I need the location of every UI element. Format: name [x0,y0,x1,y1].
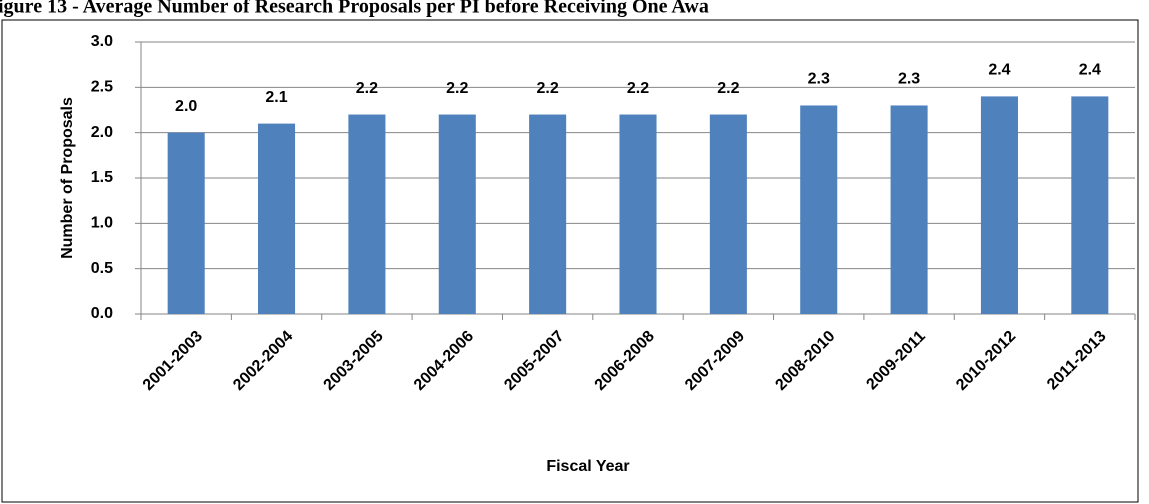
y-tick-label: 1.0 [91,215,113,232]
y-tick-label: 2.0 [91,124,113,141]
chart-title: igure 13 - Average Number of Research Pr… [0,0,709,18]
chart-border [1,19,1139,503]
bar [529,114,567,315]
value-label: 2.2 [446,80,468,97]
bar [709,114,747,315]
bar [1071,96,1109,315]
value-label: 2.4 [1079,62,1101,79]
x-tick-label: 2004-2006 [411,328,477,394]
value-label: 2.2 [356,80,378,97]
y-tick-label: 0.0 [91,305,113,322]
x-tick-label: 2003-2005 [321,328,387,394]
x-tick-label: 2011-2013 [1044,328,1110,394]
x-tick-label: 2010-2012 [953,328,1019,394]
y-tick-label: 1.5 [91,169,113,186]
y-tick-label: 3.0 [91,33,113,50]
value-label: 2.3 [898,71,920,88]
x-tick-label: 2002-2004 [230,328,296,394]
y-tick-label: 2.5 [91,79,113,96]
bar [619,114,657,315]
bar [348,114,386,315]
value-label: 2.0 [175,98,197,115]
value-label: 2.3 [808,71,830,88]
value-label: 2.2 [537,80,559,97]
bar [438,114,476,315]
x-tick-label: 2001-2003 [140,328,206,394]
x-tick-label: 2005-2007 [501,328,567,394]
x-axis-title: Fiscal Year [546,458,629,475]
bar [980,96,1018,315]
value-label: 2.1 [265,89,287,106]
value-label: 2.4 [988,62,1010,79]
bar [800,105,838,314]
x-tick-label: 2006-2008 [592,328,658,394]
x-tick-label: 2009-2011 [863,328,929,394]
x-tick-label: 2007-2009 [682,328,748,394]
y-axis-title: Number of Proposals [59,97,76,259]
bar [167,132,205,314]
bar [890,105,928,314]
bar [258,123,296,314]
value-label: 2.2 [717,80,739,97]
value-label: 2.2 [627,80,649,97]
x-tick-label: 2008-2010 [772,328,838,394]
y-tick-label: 0.5 [91,260,113,277]
